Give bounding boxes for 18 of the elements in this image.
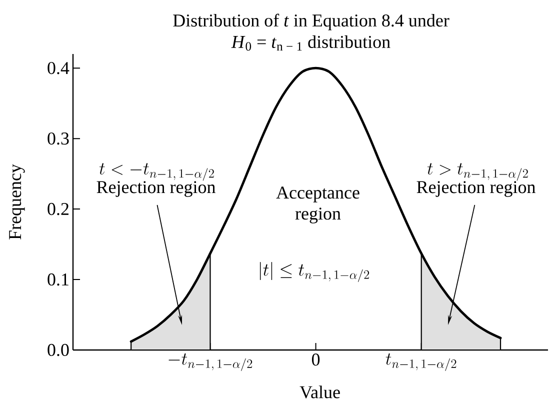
chart-subtitle: H$_{0}$ = t$_{n − 1}$ distribution	[231, 35, 390, 51]
x-axis-title: Value	[300, 386, 340, 398]
x-tick-label: $t_{n-1,\,1-\alpha/2}$	[386, 353, 456, 371]
y-tick-label: 0.0	[48, 344, 69, 356]
x-tick-label: $-t_{n-1,\,1-\alpha/2}$	[168, 353, 252, 371]
annotation: $|t| \le t_{n-1,\,1-\alpha/2}$	[260, 262, 370, 282]
y-tick-label: 0.2	[48, 202, 68, 216]
annotation: Rejection region	[416, 181, 536, 197]
y-tick-label: 0.1	[48, 273, 68, 286]
chart-title: Distribution of t in Equation 8.4 under	[173, 14, 450, 30]
annotation: Rejection region	[96, 181, 216, 197]
annotation: $t < -t_{n-1,\,1-\alpha/2}$	[99, 163, 214, 181]
y-tick-label: 0.3	[48, 132, 69, 145]
annotation: $t > t_{n-1,\,1-\alpha/2}$	[427, 163, 528, 181]
y-axis-title: Frequency	[9, 164, 25, 240]
x-tick-label: 0	[312, 354, 320, 366]
y-tick-label: 0.4	[48, 62, 70, 74]
annotation: Acceptance region	[276, 186, 360, 224]
